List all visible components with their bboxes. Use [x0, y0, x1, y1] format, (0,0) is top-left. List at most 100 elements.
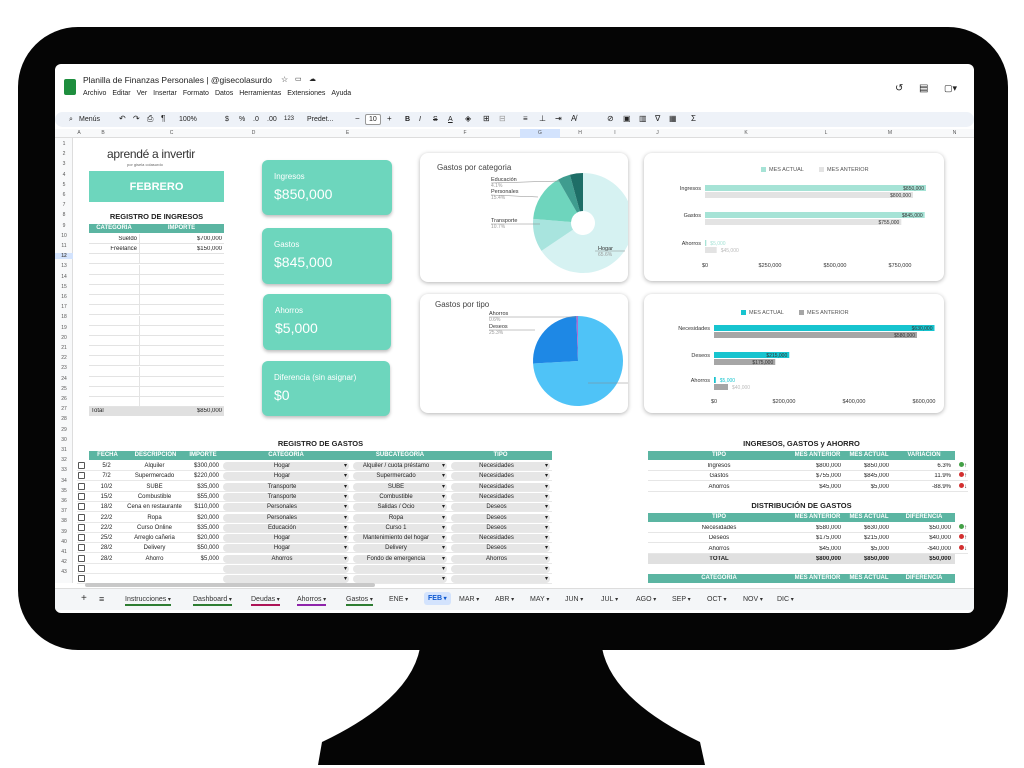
column-header-J[interactable]: J — [656, 130, 659, 136]
row-header-1[interactable]: 1 — [62, 141, 66, 147]
link-icon[interactable]: ⊘ — [607, 114, 614, 123]
column-header-L[interactable]: L — [824, 130, 828, 136]
add-sheet-icon[interactable]: + — [81, 593, 87, 604]
search-icon[interactable]: ⌕ — [69, 116, 73, 123]
meet-icon[interactable]: ▢▾ — [944, 83, 958, 93]
pie-slice-educación[interactable] — [558, 174, 580, 213]
gastos-tipo-select[interactable]: Necesidades ▾ — [451, 534, 550, 543]
summary-row[interactable]: Necesidades $580,000 $630,000 $50,000 ↑ — [648, 523, 968, 533]
dropdown-arrow-icon[interactable]: ▾ — [441, 524, 445, 531]
star-icon[interactable]: ☆ — [281, 75, 289, 84]
gastos-subcategoria-select[interactable]: Curso 1 ▾ — [353, 523, 447, 532]
menu-item-4[interactable]: Formato — [182, 90, 209, 97]
dropdown-arrow-icon[interactable]: ▾ — [544, 524, 548, 531]
bar-chart-ingresos-gastos[interactable]: MES ACTUAL MES ANTERIOR $0 $250,000 $500,000… — [644, 153, 944, 281]
row-header-38[interactable]: 38 — [61, 518, 67, 525]
dropdown-arrow-icon[interactable]: ▾ — [343, 535, 347, 542]
row-header-20[interactable]: 20 — [61, 334, 67, 341]
ingresos-row[interactable] — [89, 285, 224, 295]
bold-button[interactable]: B — [405, 116, 411, 123]
pie-slice-hogar[interactable] — [541, 173, 628, 273]
gastos-tipo-select[interactable]: Necesidades ▾ — [451, 482, 550, 491]
menu-item-3[interactable]: Insertar — [153, 90, 177, 97]
dropdown-arrow-icon[interactable]: ▾ — [441, 483, 445, 490]
dropdown-arrow-icon[interactable]: ▾ — [441, 504, 445, 511]
row-checkbox[interactable] — [78, 472, 85, 480]
bar-ingresos-actual[interactable] — [705, 185, 926, 191]
row-header-11[interactable]: 11 — [61, 243, 67, 249]
gastos-categoria-select[interactable]: Ahorros ▾ — [223, 554, 349, 563]
pie-slice-personales[interactable] — [533, 179, 578, 223]
folder-icon[interactable]: ▭ — [295, 76, 302, 83]
font-size-decrease[interactable]: − — [355, 114, 360, 123]
gastos-row[interactable]: 22/2 Ropa $20,000 Personales ▾ Ropa ▾ Deseos ▾ — [77, 513, 552, 523]
pie-slice-ahorros[interactable] — [576, 316, 578, 361]
gastos-subcategoria-select[interactable]: Supermercado ▾ — [353, 472, 447, 481]
menu-item-0[interactable]: Archivo — [83, 90, 107, 97]
row-header-17[interactable]: 17 — [61, 304, 67, 311]
gastos-tipo-select[interactable]: Necesidades ▾ — [451, 492, 550, 501]
column-header-K[interactable]: K — [744, 130, 748, 136]
row-header-16[interactable]: 16 — [61, 294, 67, 300]
row-header-42[interactable]: 42 — [61, 559, 67, 566]
column-header-E[interactable]: E — [345, 130, 350, 136]
ingresos-row[interactable] — [89, 397, 224, 408]
column-header-G[interactable]: G — [520, 129, 560, 138]
dropdown-arrow-icon[interactable]: ▾ — [343, 555, 347, 562]
sheet-tab-ahorros[interactable]: Ahorros ▾ — [297, 596, 327, 606]
currency-button[interactable]: $ — [225, 116, 229, 123]
row-header-2[interactable]: 2 — [62, 151, 66, 158]
wrap-icon[interactable]: ⇥ — [555, 114, 562, 123]
row-header-8[interactable]: 8 — [62, 212, 66, 219]
cloud-icon[interactable]: ☁ — [309, 76, 316, 83]
gastos-tipo-select[interactable]: Deseos ▾ — [451, 523, 550, 532]
dropdown-arrow-icon[interactable]: ▾ — [343, 493, 347, 500]
row-header-13[interactable]: 13 — [61, 263, 67, 270]
summary-row[interactable]: Ingresos $800,000 $850,000 6.3% ↑ — [648, 461, 968, 471]
strikethrough-button[interactable]: S — [433, 116, 438, 123]
sheet-tab-ago[interactable]: AGO ▾ — [636, 596, 656, 603]
row-header-15[interactable]: 15 — [61, 283, 67, 290]
dropdown-arrow-icon[interactable]: ▾ — [343, 504, 347, 511]
gastos-subcategoria-select[interactable]: Fondo de emergencia ▾ — [353, 554, 447, 563]
number-format-button[interactable]: 123 — [284, 116, 295, 122]
dropdown-arrow-icon[interactable]: ▾ — [441, 535, 445, 542]
menu-item-1[interactable]: Editar — [112, 90, 131, 97]
dropdown-arrow-icon[interactable]: ▾ — [544, 514, 548, 521]
column-header-C[interactable]: C — [169, 130, 174, 136]
ingresos-row[interactable] — [89, 264, 224, 275]
redo-icon[interactable]: ↷ — [133, 114, 140, 123]
row-header-29[interactable]: 29 — [61, 426, 67, 433]
dropdown-arrow-icon[interactable]: ▾ — [544, 483, 548, 490]
row-header-37[interactable]: 37 — [61, 508, 67, 515]
row-header-3[interactable]: 3 — [62, 161, 66, 168]
increase-decimals-button[interactable]: .00 — [267, 116, 277, 123]
all-sheets-icon[interactable]: ≡ — [99, 594, 105, 604]
dropdown-arrow-icon[interactable]: ▾ — [544, 545, 548, 552]
row-checkbox[interactable] — [78, 482, 85, 490]
bar-ingresos-anterior[interactable] — [705, 192, 913, 198]
gastos-tipo-select[interactable]: Deseos ▾ — [451, 544, 550, 553]
row-checkbox[interactable] — [78, 565, 85, 572]
row-checkbox[interactable] — [78, 492, 85, 500]
dropdown-arrow-icon[interactable]: ▾ — [441, 566, 445, 572]
bar-deseos-anterior[interactable] — [714, 359, 776, 365]
row-header-7[interactable]: 7 — [62, 202, 66, 209]
merge-icon[interactable]: ⊟ — [499, 114, 506, 123]
column-header-D[interactable]: D — [251, 130, 256, 136]
align-icon[interactable]: ≡ — [523, 114, 528, 123]
gastos-categoria-select[interactable]: Hogar ▾ — [223, 472, 349, 481]
gastos-tipo-select[interactable]: ▾ — [451, 565, 550, 573]
sheet-tab-feb[interactable]: FEB ▾ — [424, 592, 451, 605]
sheet-tab-may[interactable]: MAY ▾ — [530, 596, 549, 603]
row-checkbox[interactable] — [78, 503, 85, 511]
column-header-B[interactable]: B — [101, 130, 105, 136]
column-header-N[interactable]: N — [952, 130, 957, 136]
sheet-tab-jul[interactable]: JUL ▾ — [601, 596, 618, 603]
ingresos-row[interactable] — [89, 346, 224, 357]
gastos-categoria-select[interactable]: Personales ▾ — [223, 503, 349, 512]
summary-card-diferencia[interactable]: Diferencia (sin asignar) $0 — [262, 361, 390, 416]
gastos-tipo-select[interactable]: Ahorros ▾ — [451, 554, 550, 563]
chart-icon[interactable]: ▥ — [639, 114, 647, 123]
sheet-tab-jun[interactable]: JUN ▾ — [565, 596, 583, 603]
